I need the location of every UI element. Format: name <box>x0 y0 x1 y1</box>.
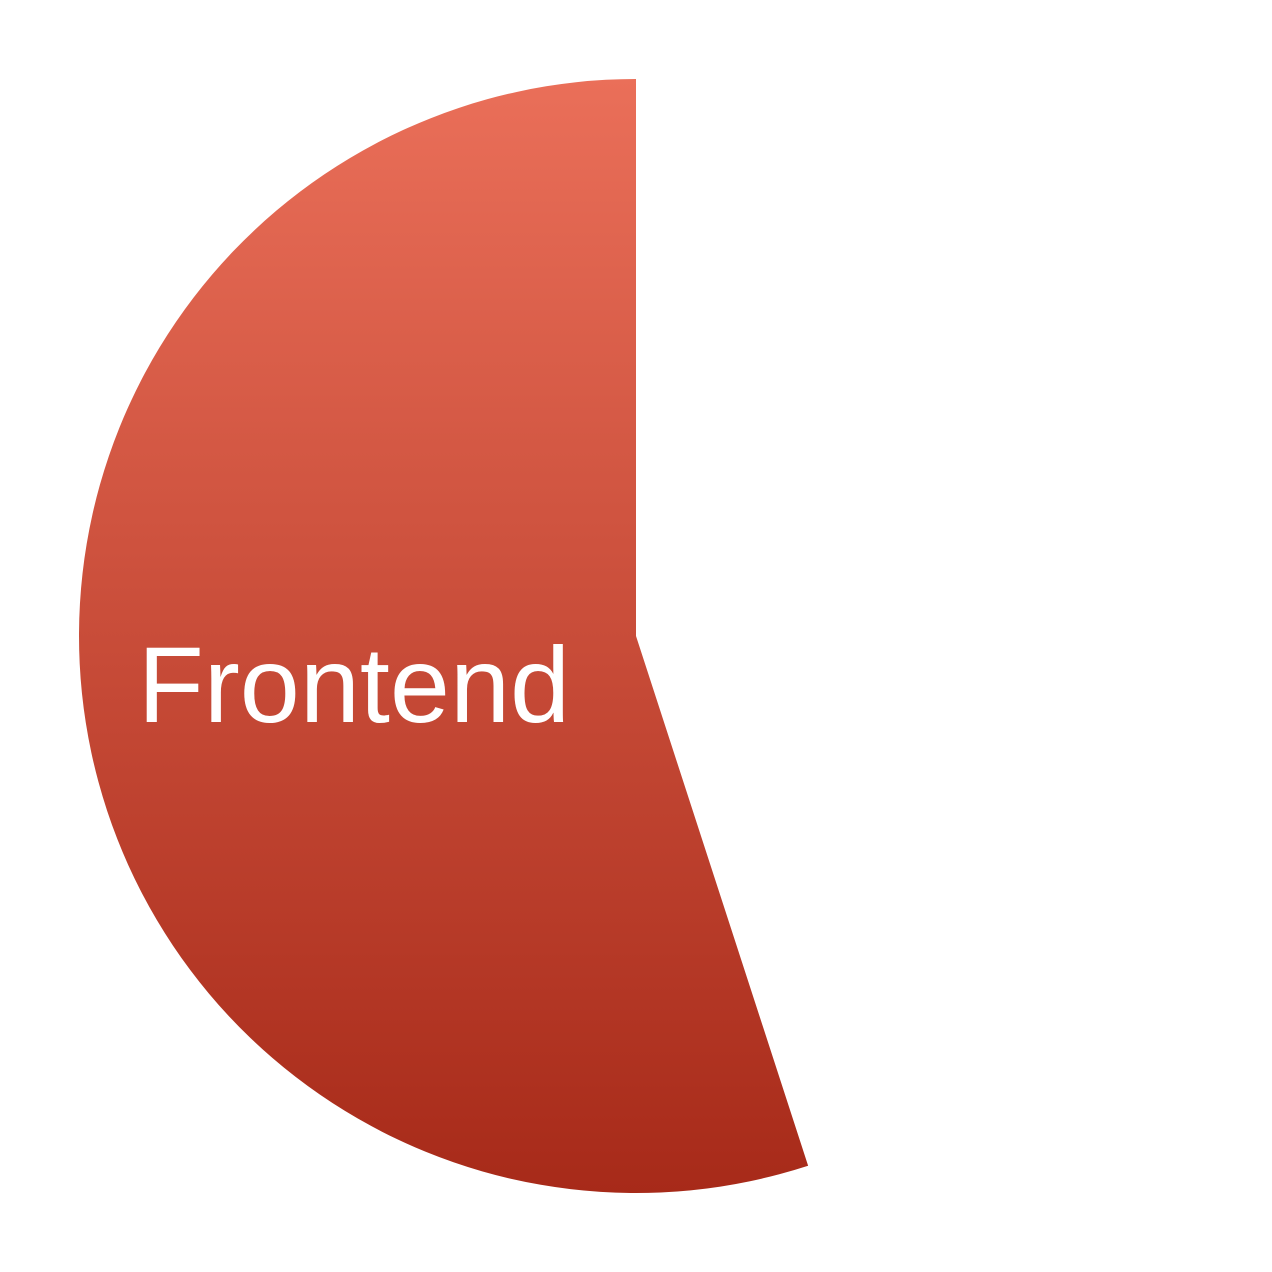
pie-slice-label-frontend: Frontend <box>138 624 570 745</box>
pie-slice-frontend[interactable] <box>79 79 809 1193</box>
